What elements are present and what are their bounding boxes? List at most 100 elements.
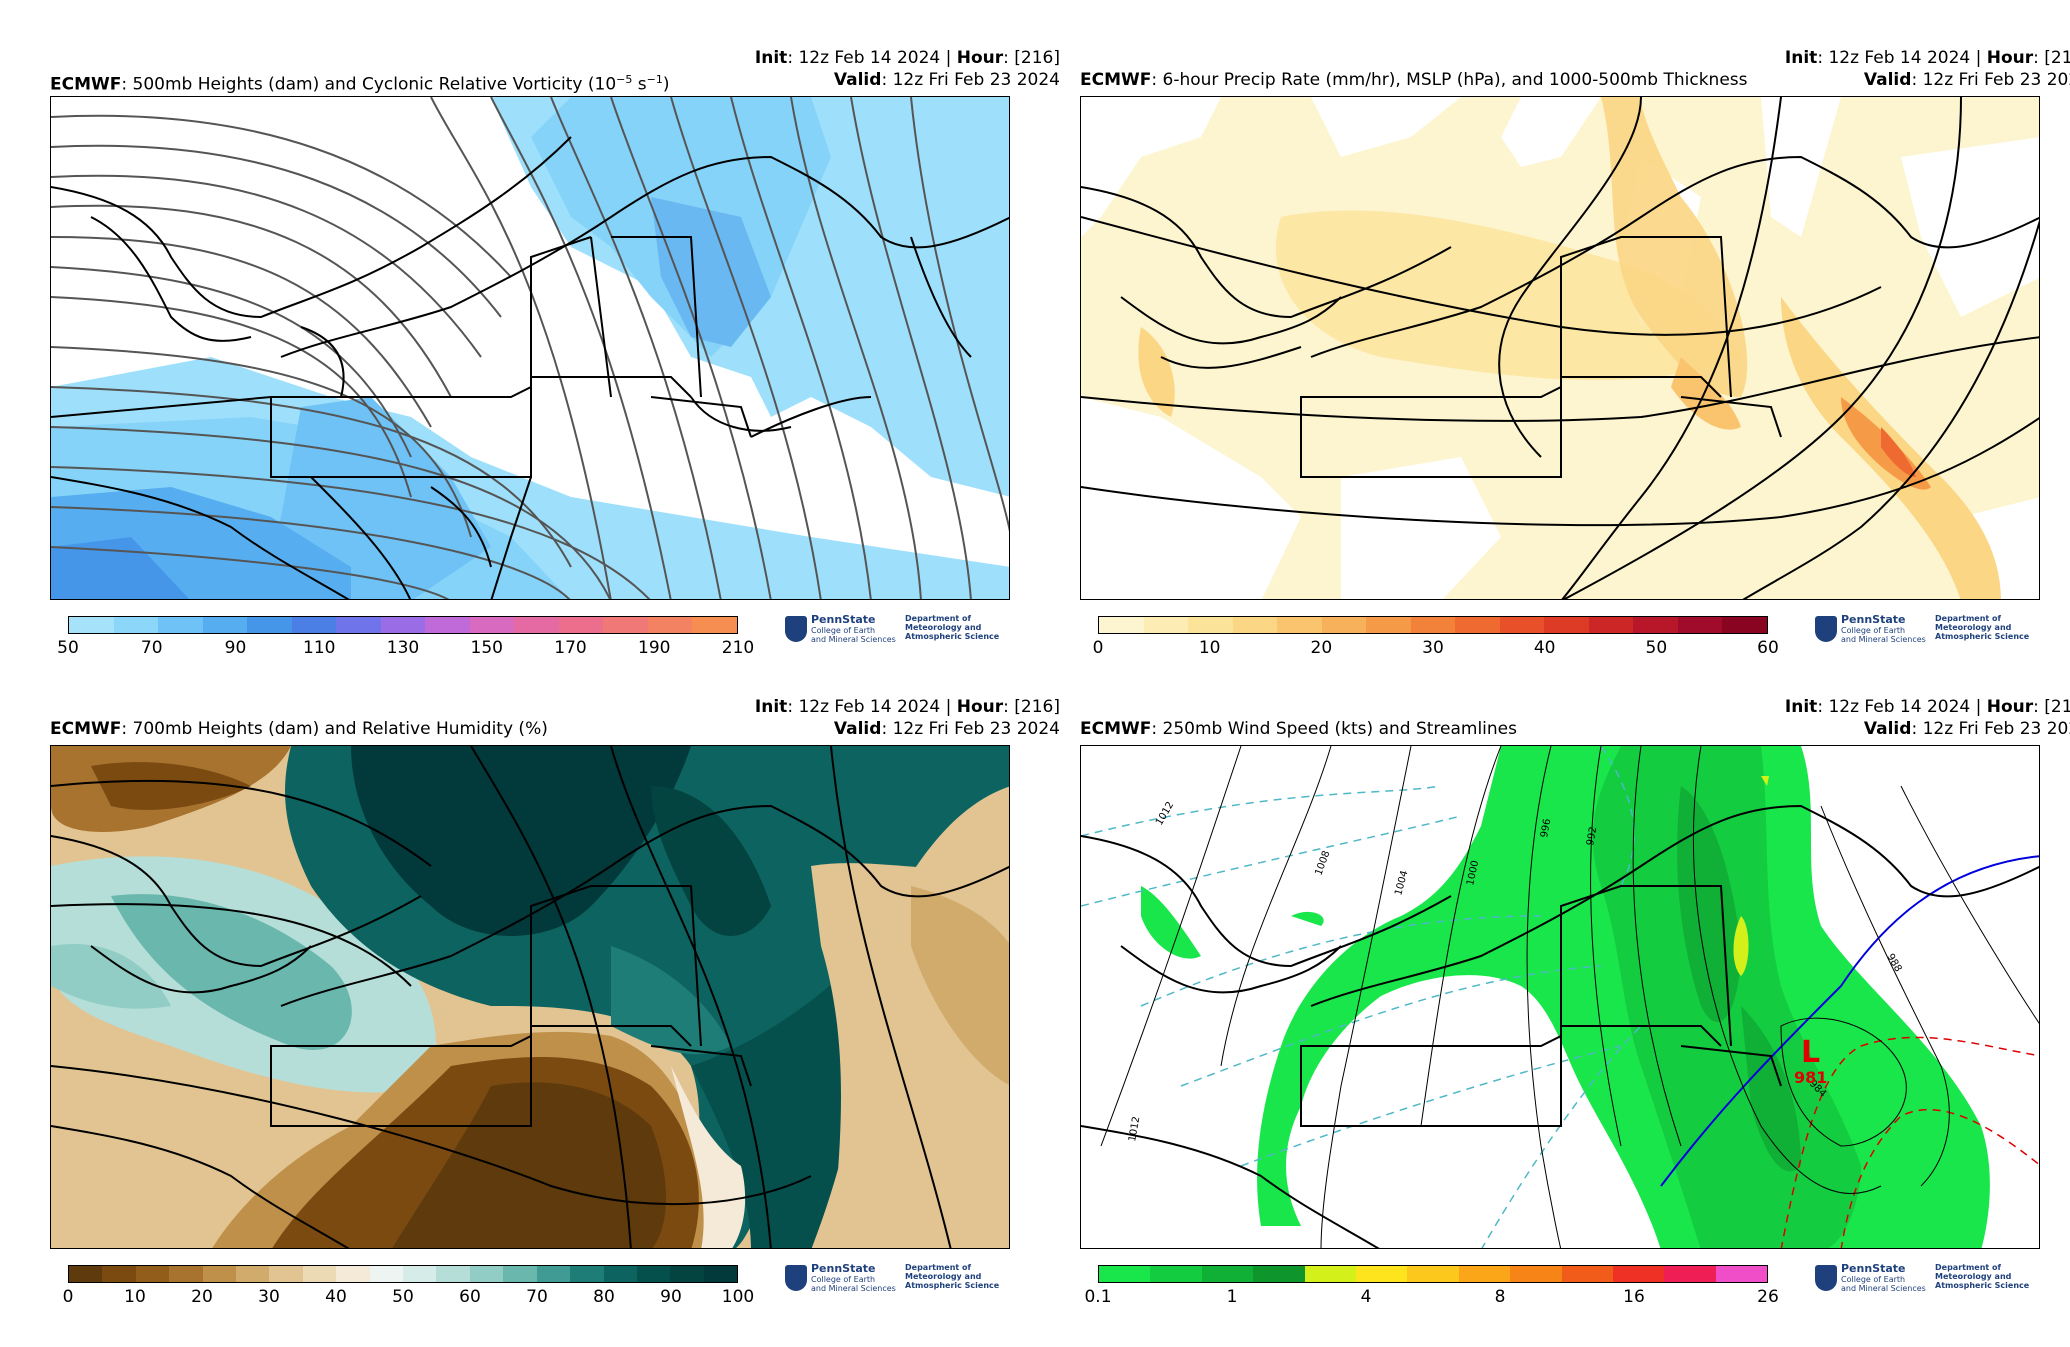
- panel-title: ECMWF: 250mb Wind Speed (kts) and Stream…: [1080, 719, 1517, 739]
- colorbar-swatch: [469, 617, 515, 633]
- colorbar-swatch: [247, 617, 292, 633]
- colorbar-tick-label: 50: [1645, 638, 1668, 658]
- vorticity-map: [50, 96, 1010, 600]
- wind-map: 1012 1008 1004 1000 996 992 988 984 1012: [1080, 745, 2040, 1249]
- colorbar-swatch: [703, 1266, 738, 1282]
- colorbar-tick-label: 80: [593, 1287, 615, 1307]
- colorbar-tick-label: 0.1: [1084, 1287, 1112, 1307]
- colorbar-swatch: [202, 617, 248, 633]
- colorbar-tick-label: 210: [721, 638, 755, 658]
- colorbar-swatch: [1458, 1266, 1511, 1282]
- colorbar-swatch: [169, 1266, 203, 1282]
- colorbar-tick-label: 4: [1360, 1287, 1372, 1307]
- pennstate-logo: PennState College of Earth and Mineral S…: [785, 1263, 1005, 1303]
- colorbar-tick-label: 150: [470, 638, 503, 658]
- colorbar-swatch: [570, 1266, 604, 1282]
- colorbar-tick-label: 90: [660, 1287, 682, 1307]
- low-pressure-letter: L: [1801, 1035, 1821, 1070]
- precip-panel: Init: 12z Feb 14 2024 | Hour: [216] ECMW…: [1080, 48, 2070, 698]
- vorticity-panel: Init: 12z Feb 14 2024 | Hour: [216] ECMW…: [50, 48, 1060, 698]
- isobar-label: 1000: [1465, 859, 1481, 886]
- init-line: Init: 12z Feb 14 2024 | Hour: [216]: [754, 48, 1060, 68]
- colorbar-swatch: [536, 1266, 571, 1282]
- colorbar-swatch: [1715, 1266, 1768, 1282]
- colorbar-swatch: [1664, 1266, 1716, 1282]
- colorbar-swatch: [269, 1266, 303, 1282]
- colorbar: [68, 1265, 738, 1283]
- wind-panel: Init: 12z Feb 14 2024 | Hour: [216] ECMW…: [1080, 697, 2070, 1347]
- nittany-lion-shield-icon: [1815, 616, 1837, 642]
- colorbar-tick-label: 30: [258, 1287, 280, 1307]
- colorbar-swatch: [1455, 617, 1500, 633]
- logo-college: College of Earth and Mineral Sciences: [811, 626, 896, 644]
- colorbar-ticks: 0 10 20 30 40 50 60 70 80 90 100: [63, 1287, 755, 1311]
- colorbar-tick-label: 70: [526, 1287, 548, 1307]
- colorbar-swatch: [558, 617, 604, 633]
- colorbar-swatch: [1277, 617, 1322, 633]
- colorbar-swatch: [1143, 617, 1189, 633]
- colorbar-swatch: [514, 617, 559, 633]
- colorbar-swatch: [102, 1266, 136, 1282]
- colorbar-tick-label: 60: [459, 1287, 481, 1307]
- colorbar-swatch: [1099, 1266, 1151, 1282]
- colorbar-ticks: 50 70 90 110 130 150 170 190 210: [57, 638, 754, 662]
- colorbar-swatch: [425, 617, 470, 633]
- colorbar-swatch: [1366, 617, 1411, 633]
- colorbar-swatch: [1188, 617, 1233, 633]
- colorbar: [68, 616, 738, 634]
- colorbar-swatch: [302, 1266, 337, 1282]
- colorbar-tick-label: 20: [1310, 638, 1333, 658]
- colorbar-tick-label: 50: [57, 638, 79, 658]
- valid-line: Valid: 12z Fri Feb 23 2024: [1863, 719, 2070, 739]
- colorbar-swatch: [1150, 1266, 1202, 1282]
- colorbar-tick-label: 50: [392, 1287, 414, 1307]
- colorbar-swatch: [291, 617, 337, 633]
- colorbar-tick-label: 90: [224, 638, 247, 658]
- colorbar-swatch: [202, 1266, 237, 1282]
- colorbar-tick-label: 0: [62, 1287, 74, 1307]
- valid-line: Valid: 12z Fri Feb 23 2024: [833, 70, 1060, 90]
- colorbar-swatch: [1677, 617, 1723, 633]
- logo-department: Department of Meteorology and Atmospheri…: [1935, 1263, 2030, 1290]
- pennstate-logo: PennState College of Earth and Mineral S…: [785, 614, 1005, 654]
- colorbar-tick-label: 20: [191, 1287, 213, 1307]
- colorbar-swatch: [1612, 1266, 1665, 1282]
- logo-college: College of Earth and Mineral Sciences: [1841, 1275, 1926, 1293]
- rh-map: [50, 745, 1010, 1249]
- nittany-lion-shield-icon: [785, 616, 807, 642]
- logo-department: Department of Meteorology and Atmospheri…: [905, 1263, 1000, 1290]
- nittany-lion-shield-icon: [1815, 1265, 1837, 1291]
- colorbar-swatch: [670, 1266, 704, 1282]
- colorbar-tick-label: 0: [1092, 638, 1104, 658]
- colorbar-tick-label: 130: [386, 638, 420, 658]
- colorbar-tick-label: 170: [554, 638, 587, 658]
- logo-college: College of Earth and Mineral Sciences: [1841, 626, 1926, 644]
- colorbar-swatch: [1253, 1266, 1305, 1282]
- panel-title: ECMWF: 6-hour Precip Rate (mm/hr), MSLP …: [1080, 70, 1748, 90]
- colorbar-swatch: [469, 1266, 504, 1282]
- colorbar-swatch: [1499, 617, 1545, 633]
- colorbar-tick-label: 8: [1494, 1287, 1506, 1307]
- logo-college: College of Earth and Mineral Sciences: [811, 1275, 896, 1293]
- colorbar-tick-label: 70: [140, 638, 163, 658]
- colorbar-swatch: [1633, 617, 1678, 633]
- colorbar-swatch: [403, 1266, 437, 1282]
- colorbar-tick-label: 16: [1623, 1287, 1645, 1307]
- init-line: Init: 12z Feb 14 2024 | Hour: [216]: [1784, 48, 2070, 68]
- valid-line: Valid: 12z Fri Feb 23 2024: [833, 719, 1060, 739]
- colorbar-swatch: [1232, 617, 1278, 633]
- colorbar-swatch: [135, 1266, 170, 1282]
- colorbar-swatch: [603, 617, 648, 633]
- colorbar-tick-label: 40: [1533, 638, 1556, 658]
- panel-title: ECMWF: 500mb Heights (dam) and Cyclonic …: [50, 73, 670, 95]
- precip-map: [1080, 96, 2040, 600]
- rh-panel: Init: 12z Feb 14 2024 | Hour: [216] ECMW…: [50, 697, 1060, 1347]
- colorbar-swatch: [1407, 1266, 1459, 1282]
- colorbar-swatch: [603, 1266, 637, 1282]
- colorbar-swatch: [1510, 1266, 1562, 1282]
- low-pressure-value: 981: [1794, 1068, 1828, 1087]
- valid-line: Valid: 12z Fri Feb 23 2024: [1863, 70, 2070, 90]
- colorbar: [1098, 1265, 1768, 1283]
- colorbar-swatch: [1201, 1266, 1254, 1282]
- logo-department: Department of Meteorology and Atmospheri…: [1935, 614, 2030, 641]
